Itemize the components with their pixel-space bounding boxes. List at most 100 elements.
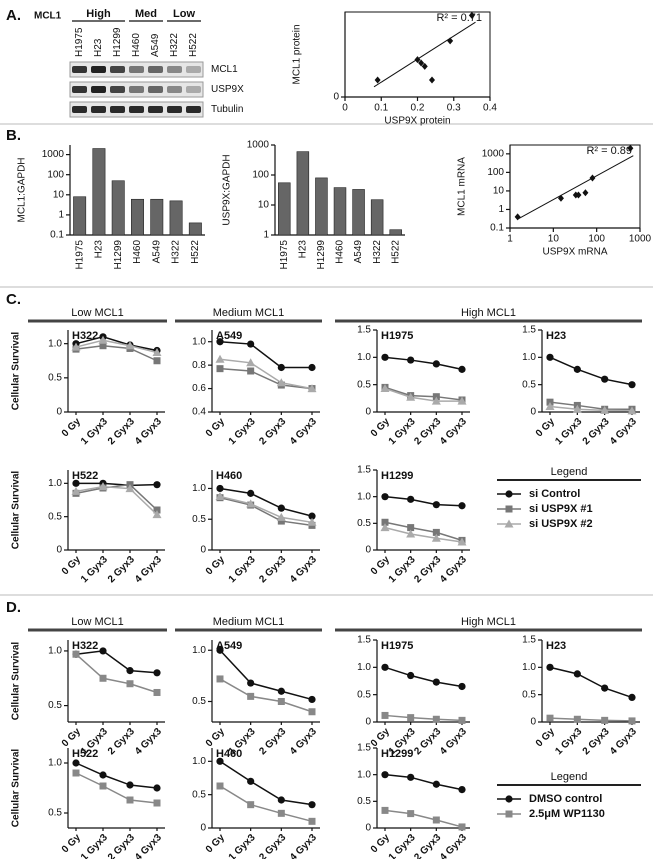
marker — [215, 491, 225, 500]
y-tick-label: 1.0 — [48, 478, 62, 489]
marker — [99, 674, 107, 682]
blot-band — [167, 66, 182, 73]
marker — [406, 392, 416, 401]
series-line — [549, 401, 632, 411]
y-tick-label: 10 — [493, 186, 505, 197]
y-tick-label: 0 — [56, 407, 62, 418]
y-axis-label: Cellular Survival — [11, 749, 22, 828]
marker — [514, 213, 521, 221]
y-tick-label: 0.5 — [48, 372, 62, 383]
marker — [380, 383, 390, 392]
marker — [407, 810, 415, 818]
y-tick-label: 0.5 — [522, 689, 536, 700]
x-tick-label: 0.1 — [374, 103, 388, 114]
chart-title: H1975 — [381, 330, 413, 342]
marker — [307, 517, 317, 526]
x-tick-label: 1 — [507, 234, 513, 245]
series-line — [75, 772, 158, 804]
x-tick-label: A549 — [353, 240, 364, 264]
legend-label: si Control — [529, 488, 580, 500]
marker — [573, 715, 581, 723]
marker — [277, 809, 285, 817]
bar — [296, 151, 310, 236]
marker — [458, 365, 466, 373]
marker — [247, 340, 255, 348]
y-tick-label: 1.0 — [357, 769, 371, 780]
x-tick-label: H460 — [335, 240, 346, 264]
y-tick-label: 1.5 — [522, 325, 536, 336]
blot-band — [72, 106, 87, 113]
marker — [458, 716, 466, 724]
y-tick-label: 0 — [365, 545, 371, 556]
marker — [432, 715, 440, 723]
blot-row-label: USP9X — [211, 84, 244, 95]
marker — [126, 796, 134, 804]
trendline — [517, 155, 634, 220]
series-line — [384, 773, 463, 791]
bar — [92, 148, 106, 236]
x-tick-label: H322 — [171, 240, 182, 264]
y-tick-label: 0 — [530, 717, 536, 728]
marker — [458, 786, 466, 794]
marker — [99, 342, 107, 350]
blot-row-label: Tubulin — [211, 104, 243, 115]
series-line — [384, 386, 463, 401]
x-axis-label: USP9X protein — [384, 116, 450, 127]
blot-band — [148, 66, 163, 73]
y-tick-label: 1.5 — [357, 465, 371, 476]
chart-title: H322 — [72, 330, 98, 342]
legend-label: si USP9X #2 — [529, 518, 593, 530]
marker — [247, 777, 255, 785]
marker — [628, 693, 636, 702]
marker — [381, 711, 389, 719]
y-tick-label: 1.0 — [48, 646, 62, 657]
legend-label: si USP9X #1 — [529, 503, 593, 515]
y-tick-label: 0.8 — [192, 360, 206, 371]
y-tick-label: 0.5 — [192, 514, 206, 525]
series-line — [219, 340, 312, 369]
marker — [276, 378, 286, 387]
y-tick-label: 1 — [58, 210, 64, 221]
y-tick-label: 0.5 — [192, 789, 206, 800]
lane-label: H460 — [131, 33, 142, 57]
marker — [546, 714, 554, 722]
marker — [407, 671, 415, 680]
y-tick-label: 0 — [365, 407, 371, 418]
marker — [601, 375, 609, 383]
marker — [457, 396, 467, 405]
marker — [308, 512, 316, 520]
chart-title: H322 — [72, 640, 98, 652]
marker — [407, 495, 415, 503]
marker — [71, 486, 81, 495]
marker — [277, 363, 285, 372]
marker — [99, 647, 107, 655]
y-tick-label: 0 — [200, 545, 206, 556]
blot-band — [129, 86, 144, 93]
series-line — [549, 717, 633, 722]
y-tick-label: 0 — [200, 823, 206, 834]
marker — [458, 682, 466, 691]
legend-label: DMSO control — [529, 793, 602, 805]
x-tick-label: 0.2 — [411, 103, 425, 114]
series-line — [219, 487, 313, 517]
y-tick-label: 10 — [53, 189, 65, 200]
marker — [381, 771, 389, 779]
series-line — [75, 762, 158, 789]
chart-title: H1299 — [381, 748, 413, 760]
marker — [216, 365, 224, 373]
marker — [72, 650, 80, 658]
y-tick-label: 1.0 — [357, 352, 371, 363]
y-axis-label: Cellular Survival — [11, 642, 22, 721]
marker — [432, 780, 440, 788]
marker — [431, 533, 441, 542]
marker — [546, 663, 554, 671]
blot-band — [186, 106, 201, 113]
group-header: Low MCL1 — [71, 616, 124, 628]
y-tick-label: 100 — [487, 167, 504, 178]
panel-label: B. — [6, 127, 21, 144]
bar — [111, 180, 125, 236]
marker — [545, 402, 555, 411]
y-axis-label: Cellular Survival — [11, 332, 22, 411]
panel-label: C. — [6, 291, 21, 308]
